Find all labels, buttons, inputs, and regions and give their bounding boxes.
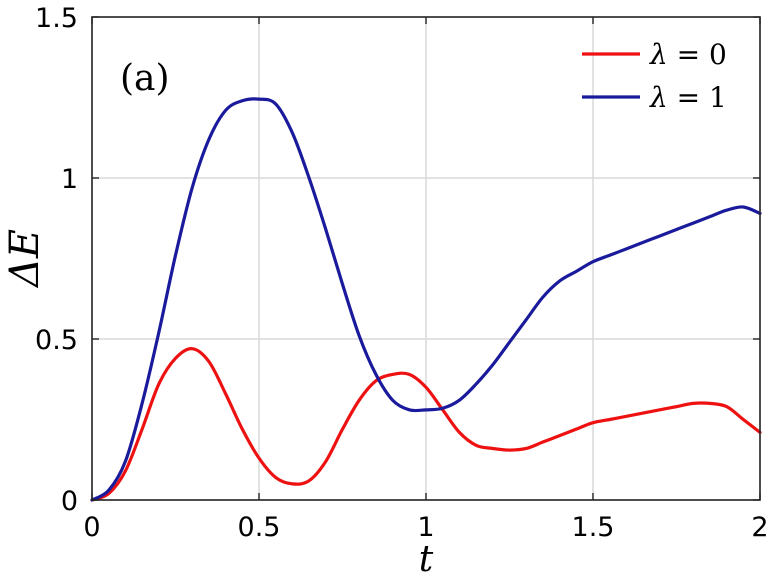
legend-label-lambda0: λ = 0 [649, 38, 727, 71]
x-axis-label: t [419, 539, 434, 576]
y-tick-label: 1.5 [35, 3, 78, 34]
x-tick-label: 1 [417, 512, 434, 543]
series-lines [90, 97, 762, 502]
x-tick-label: 0 [83, 512, 100, 543]
y-tick-label: 0 [61, 486, 78, 517]
y-tick-label: 1 [61, 164, 78, 195]
x-tick-label: 2 [751, 512, 768, 543]
legend-label-lambda1: λ = 1 [649, 81, 727, 114]
series-line-0 [90, 347, 762, 502]
tick-labels: 0 0.5 1 1.5 2 0 0.5 1 1.5 [35, 3, 768, 543]
x-tick-label: 1.5 [572, 512, 615, 543]
y-tick-label: 0.5 [35, 325, 78, 356]
x-tick-label: 0.5 [238, 512, 281, 543]
panel-label: (a) [120, 58, 170, 99]
series-line-1 [90, 97, 762, 502]
y-axis-label: ΔE [2, 229, 48, 289]
axis-ticks [91, 16, 761, 501]
legend: λ = 0 λ = 1 [582, 38, 727, 114]
